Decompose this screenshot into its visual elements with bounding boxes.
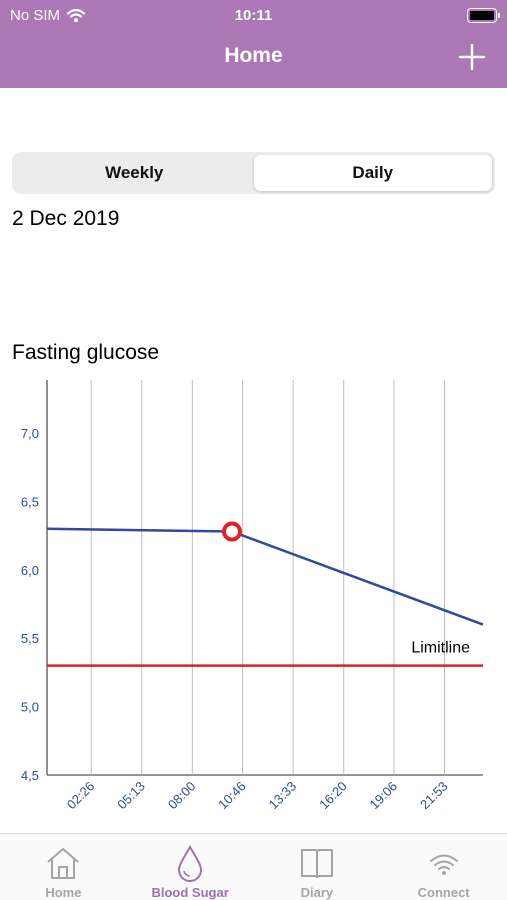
carrier-label: No SIM [10,7,61,24]
x-tick-label: 05:13 [114,779,148,813]
tab-blood-sugar[interactable]: Blood Sugar [127,834,254,900]
x-tick-label: 10:46 [215,779,249,813]
tab-connect[interactable]: Connect [380,834,507,900]
chart-title: Fasting glucose [12,341,160,364]
page-title: Home [224,44,283,67]
y-tick-label: 6,5 [21,494,39,509]
status-bar: No SIM 10:11 [0,0,507,30]
tab-bar: Home Blood Sugar Diary Connect [0,833,507,900]
x-tick-label: 16:20 [316,779,350,813]
y-tick-label: 4,5 [21,768,39,783]
y-tick-label: 6,0 [21,563,39,578]
tab-label: Connect [417,885,470,900]
y-tick-label: 7,0 [21,426,39,441]
wifi-icon [66,8,86,23]
book-icon [300,849,333,879]
glucose-chart: 4,5 5,0 5,5 6,0 6,5 7,0 02:26 05:13 08:00 10:46 1… [21,380,484,813]
x-tick-label: 13:33 [266,779,300,813]
y-tick-label: 5,0 [21,700,39,715]
data-point-marker [221,521,242,542]
tab-label: Home [45,885,82,900]
add-button[interactable] [457,42,487,72]
tab-home[interactable]: Home [0,834,127,900]
tab-label: Diary [300,885,334,900]
selected-date: 2 Dec 2019 [12,207,120,230]
daily-tab[interactable]: Daily [253,155,492,191]
battery-icon [467,8,500,23]
wifi-icon [429,854,458,875]
drop-icon [178,845,203,882]
carrier-info: No SIM [10,7,86,24]
weekly-tab[interactable]: Weekly [105,163,164,182]
limit-line-label: Limitline [411,640,470,657]
tab-label: Blood Sugar [151,885,229,900]
x-tick-label: 19:06 [366,779,400,813]
nav-header: No SIM 10:11 Home [0,0,507,88]
plus-icon [458,43,486,71]
series-line [46,527,484,626]
house-icon [47,848,80,879]
x-tick-label: 02:26 [64,779,98,813]
clock: 10:11 [234,7,273,24]
period-segmented-control: Weekly Daily [12,152,495,194]
x-tick-label: 08:00 [165,779,199,813]
x-tick-label: 21:53 [417,779,451,813]
tab-diary[interactable]: Diary [254,834,381,900]
y-tick-label: 5,5 [21,631,39,646]
